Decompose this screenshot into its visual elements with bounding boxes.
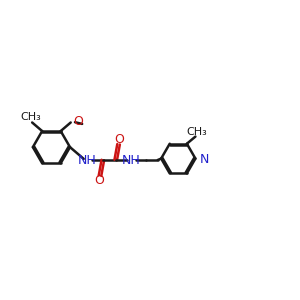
Text: CH₃: CH₃ bbox=[20, 112, 41, 122]
Text: N: N bbox=[200, 153, 209, 166]
Text: O: O bbox=[114, 133, 124, 146]
Text: NH: NH bbox=[122, 154, 141, 166]
Text: O: O bbox=[73, 115, 83, 128]
Text: O: O bbox=[94, 174, 104, 187]
Text: CH₃: CH₃ bbox=[187, 127, 207, 137]
Text: NH: NH bbox=[78, 154, 97, 166]
